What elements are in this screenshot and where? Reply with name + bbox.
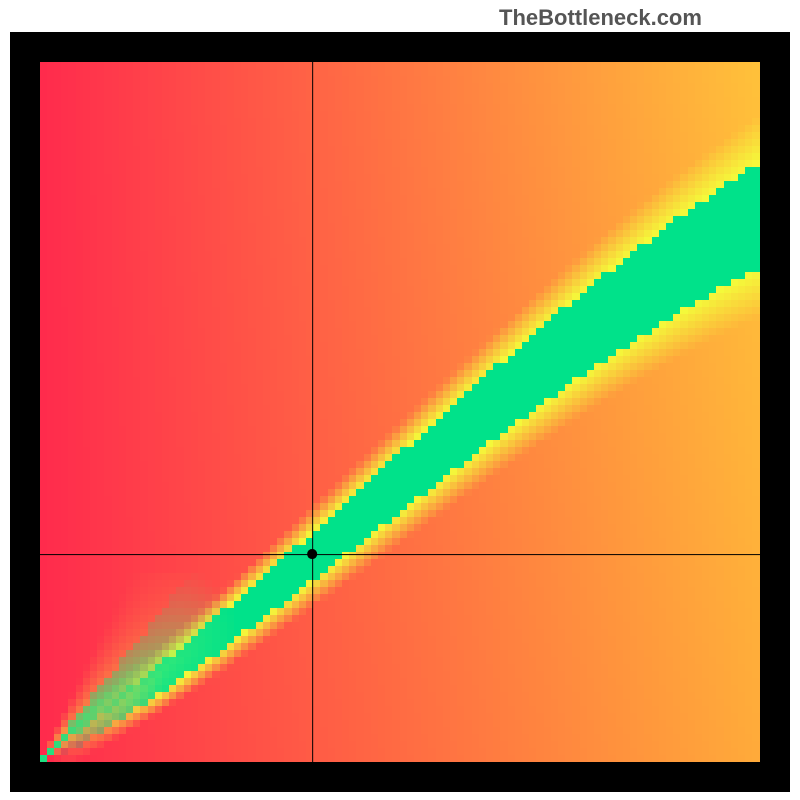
watermark-text: TheBottleneck.com: [499, 5, 702, 31]
heatmap-canvas: [40, 62, 760, 762]
heatmap-area: [40, 62, 760, 762]
